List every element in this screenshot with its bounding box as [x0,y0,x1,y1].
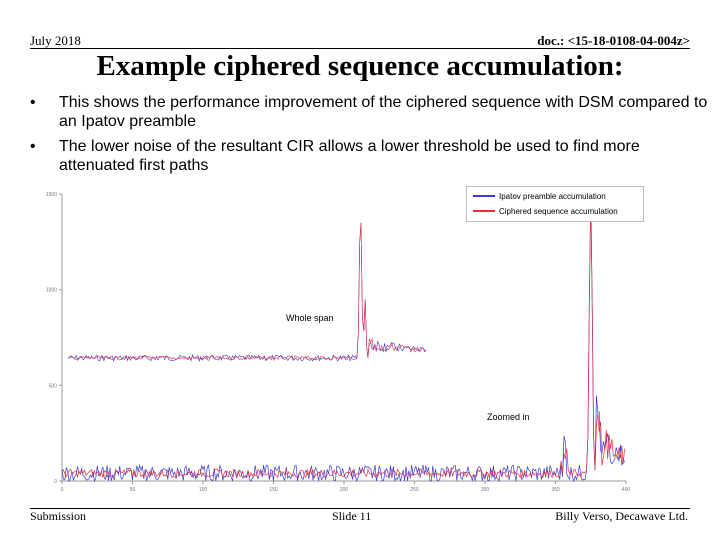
bullet-text: This shows the performance improvement o… [59,94,708,130]
x-tick-label: 150 [269,487,278,493]
zoomed-in-label: Zoomed in [487,412,530,422]
footer-author: Billy Verso, Decawave Ltd. [555,509,688,523]
x-tick-label: 400 [622,487,631,493]
bullet-dot: • [30,94,36,111]
footer-divider [30,508,690,509]
legend-entry-ciphered: Ciphered sequence accumulation [473,205,618,217]
legend-label: Ciphered sequence accumulation [499,206,618,216]
x-tick-label: 200 [340,487,349,493]
y-tick-label: 1000 [46,288,57,294]
x-tick-label: 100 [199,487,208,493]
footer-slide-number: Slide 11 [332,509,372,523]
y-tick-label: 0 [54,479,57,485]
chart-legend: Ipatov preamble accumulation Ciphered se… [466,186,644,222]
x-tick-label: 0 [61,487,64,493]
bullet-dot: • [30,138,36,155]
footer-submission: Submission [30,509,87,523]
cir-accumulation-chart: 0 500 1000 1500 0 50 100 150 200 250 300 350 400 [46,190,631,493]
ipatov-accumulation-line [61,190,625,483]
x-tick-label: 50 [130,487,136,493]
legend-swatch [473,210,495,212]
header-date: July 2018 [30,33,81,48]
bullet-item: • The lower noise of the resultant CIR al… [30,137,710,175]
bullet-item: • This shows the performance improvement … [30,93,710,131]
legend-entry-ipatov: Ipatov preamble accumulation [473,190,606,202]
header-divider [30,48,690,49]
x-tick-label: 350 [551,487,560,493]
x-tick-label: 300 [481,487,490,493]
slide-title: Example ciphered sequence accumulation: [96,50,624,82]
bullet-text: The lower noise of the resultant CIR all… [59,138,640,174]
legend-label: Ipatov preamble accumulation [499,191,606,201]
legend-swatch [473,195,495,197]
whole-span-ciphered-line [68,222,427,361]
ciphered-accumulation-line [61,195,625,479]
bullet-list: • This shows the performance improvement … [30,93,710,181]
whole-span-label: Whole span [286,313,334,323]
y-tick-label: 500 [49,383,58,389]
y-tick-label: 1500 [46,192,57,198]
header-doc-id: doc.: <15-18-0108-04-004z> [537,33,690,48]
x-tick-label: 250 [410,487,419,493]
